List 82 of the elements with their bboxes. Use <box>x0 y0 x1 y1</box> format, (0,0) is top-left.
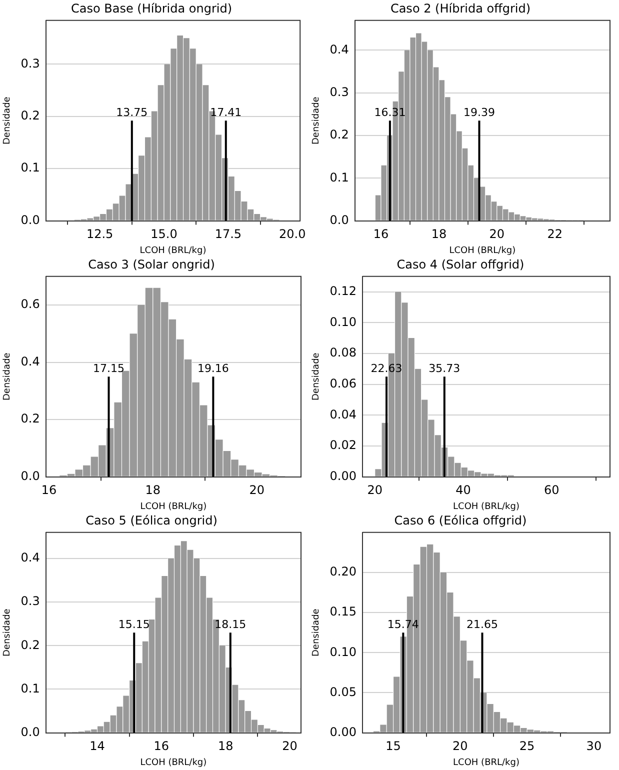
y-axis-title: Densidade <box>312 608 322 657</box>
y-tick-label: 0.0 <box>20 212 40 227</box>
y-tick-label: 0.00 <box>330 724 357 739</box>
x-tick-label: 17.5 <box>214 227 242 242</box>
x-tick-label: 60 <box>544 483 560 498</box>
y-tick-label: 0.4 <box>330 42 349 56</box>
y-tick-label: 0.0 <box>20 468 40 483</box>
x-tick-label: 20 <box>367 483 383 498</box>
x-tick-label: 12.5 <box>86 227 114 242</box>
y-axis-title: Densidade <box>2 352 13 401</box>
x-axis-title: LCOH (BRL/kg) <box>449 246 516 256</box>
y-tick-label: 0.10 <box>330 644 357 659</box>
y-tick-label: 0.12 <box>330 284 357 298</box>
y-tick-label: 0.02 <box>330 438 357 452</box>
ref-line-label: 19.16 <box>197 362 229 375</box>
y-tick-label: 0.3 <box>20 56 40 70</box>
x-axis-title: LCOH (BRL/kg) <box>453 502 520 512</box>
chart-title: Caso Base (Híbrida ongrid) <box>70 1 232 16</box>
x-axis-title: LCOH (BRL/kg) <box>140 502 207 512</box>
x-tick-label: 16 <box>154 739 170 754</box>
chart-title: Caso 3 (Solar ongrid) <box>88 257 215 272</box>
x-tick-label: 14 <box>90 739 105 754</box>
y-tick-label: 0.1 <box>20 681 40 696</box>
x-tick-label: 15.0 <box>150 227 178 242</box>
x-tick-label: 18 <box>145 483 161 498</box>
x-tick-label: 20 <box>489 227 505 242</box>
ref-line-label: 16.31 <box>374 106 406 119</box>
y-axis-title: Densidade <box>2 96 13 145</box>
y-tick-label: 0.2 <box>20 108 40 123</box>
ref-line-label: 17.41 <box>210 106 242 119</box>
y-tick-label: 0.2 <box>20 412 40 426</box>
y-tick-label: 0.06 <box>330 376 357 390</box>
x-tick-label: 20 <box>282 739 298 754</box>
y-tick-label: 0.1 <box>20 160 40 175</box>
y-tick-label: 0.0 <box>20 724 40 739</box>
x-axis-title: LCOH (BRL/kg) <box>140 246 206 256</box>
ref-line-label: 13.75 <box>116 106 148 119</box>
chart-title: Caso 4 (Solar offgrid) <box>396 257 524 272</box>
y-tick-label: 0.04 <box>330 407 357 422</box>
ref-line-label: 22.63 <box>370 362 402 375</box>
x-tick-label: 15 <box>386 739 401 754</box>
x-tick-label: 20 <box>452 739 468 754</box>
x-axis-title: LCOH (BRL/kg) <box>140 758 207 768</box>
x-tick-label: 25 <box>519 739 535 754</box>
ref-line-label: 15.74 <box>387 618 419 631</box>
y-tick-label: 0.1 <box>330 170 349 184</box>
x-tick-label: 20.0 <box>279 227 306 242</box>
x-tick-label: 18 <box>218 739 234 754</box>
y-tick-label: 0.4 <box>20 550 40 565</box>
x-tick-label: 18 <box>431 227 447 242</box>
ref-line-label: 18.15 <box>214 618 246 631</box>
y-tick-label: 0.15 <box>330 604 357 619</box>
y-tick-label: 0.4 <box>20 354 40 368</box>
ref-line-label: 17.15 <box>93 362 125 375</box>
x-tick-label: 20 <box>249 483 264 498</box>
y-axis-title: Densidade <box>312 96 322 145</box>
y-tick-label: 0.10 <box>330 314 357 329</box>
y-tick-label: 0.2 <box>330 128 349 142</box>
y-tick-label: 0.6 <box>20 297 40 312</box>
ref-line-label: 35.73 <box>428 362 460 375</box>
chart-title: Caso 6 (Eólica offgrid) <box>394 513 527 528</box>
y-axis-title: Densidade <box>2 608 13 657</box>
x-tick-label: 30 <box>586 739 602 754</box>
y-tick-label: 0.20 <box>330 564 357 579</box>
ref-line-label: 15.15 <box>118 618 150 631</box>
y-tick-label: 0.08 <box>330 346 357 360</box>
x-tick-label: 40 <box>456 483 471 498</box>
chart-title: Caso 5 (Eólica ongrid) <box>86 513 218 528</box>
x-tick-label: 22 <box>547 227 563 242</box>
x-tick-label: 16 <box>41 483 57 498</box>
y-tick-label: 0.2 <box>20 638 40 652</box>
x-axis-title: LCOH (BRL/kg) <box>453 758 520 768</box>
ref-line-label: 19.39 <box>464 106 496 119</box>
y-tick-label: 0.00 <box>330 468 357 483</box>
y-axis-title: Densidade <box>312 352 322 401</box>
y-tick-label: 0.3 <box>330 85 349 100</box>
y-tick-label: 0.05 <box>330 684 357 699</box>
y-tick-label: 0.3 <box>20 594 40 608</box>
x-tick-label: 16 <box>373 227 389 242</box>
chart-title: Caso 2 (Híbrida offgrid) <box>390 1 531 16</box>
y-tick-label: 0.0 <box>330 212 349 227</box>
ref-line-label: 21.65 <box>466 618 498 631</box>
